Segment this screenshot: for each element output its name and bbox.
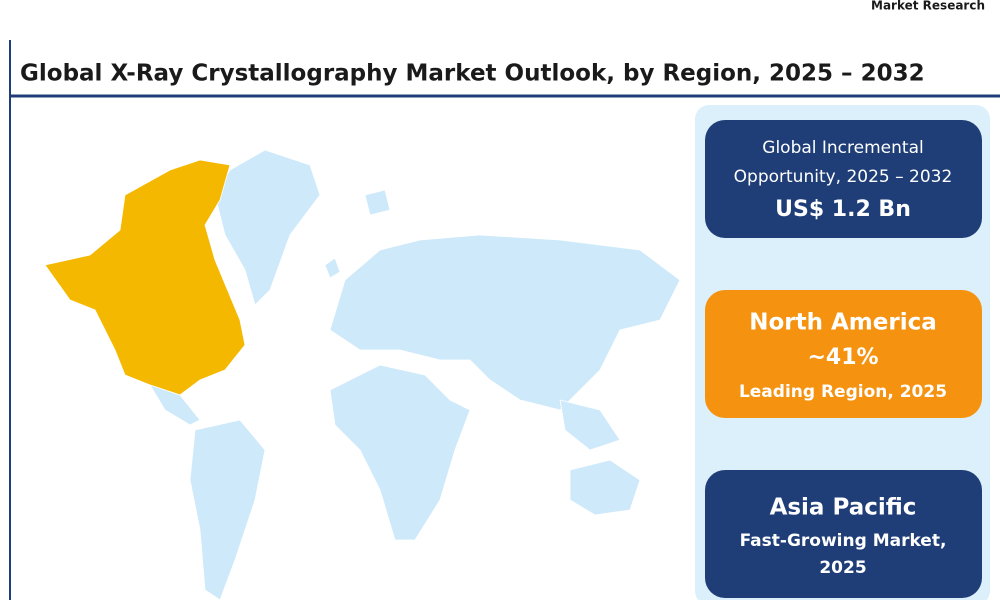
card xyxy=(705,120,982,238)
australia xyxy=(569,459,641,516)
north-america-highlight xyxy=(44,159,246,426)
title: Global X-Ray Crystallography Market Outl… xyxy=(20,61,925,87)
card-line: Opportunity, 2025 – 2032 xyxy=(734,167,953,187)
card xyxy=(705,470,982,598)
svalbard xyxy=(364,189,391,216)
world-map xyxy=(189,149,681,600)
card-line: Asia Pacific xyxy=(770,495,917,521)
greenland xyxy=(214,149,321,306)
iceland xyxy=(324,257,341,279)
card-line: 2025 xyxy=(819,558,866,578)
north-america xyxy=(44,159,246,396)
card-line: North America xyxy=(749,310,937,336)
card-line: ~41% xyxy=(807,345,878,370)
card-line: Leading Region, 2025 xyxy=(739,382,947,402)
central-america xyxy=(149,384,201,426)
card-line: US$ 1.2 Bn xyxy=(775,197,911,222)
brand: Market Research xyxy=(871,0,985,13)
africa xyxy=(329,364,471,541)
south-america xyxy=(189,419,266,600)
card-line: Fast-Growing Market, xyxy=(740,531,947,551)
card-line: Global Incremental xyxy=(762,138,923,158)
eurasia xyxy=(329,234,681,411)
card xyxy=(705,290,982,418)
southeast-asia xyxy=(559,399,621,451)
